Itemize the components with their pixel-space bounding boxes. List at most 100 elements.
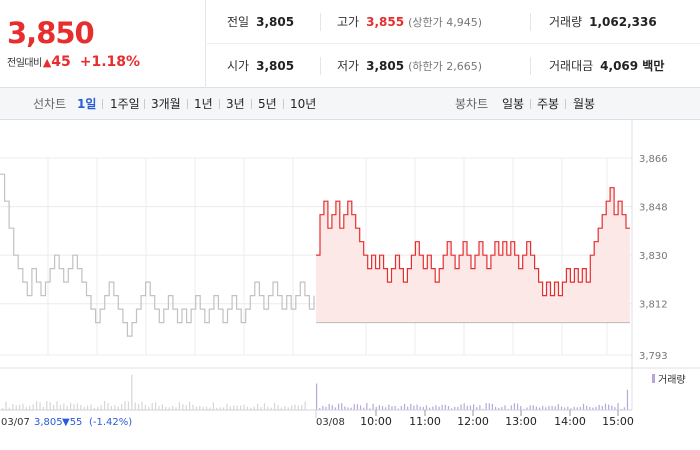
volume-bar <box>172 405 174 410</box>
volume-bar <box>202 406 204 410</box>
prev-day-change: ▼55 <box>62 417 82 428</box>
quote-info-grid: 전일 3,805 고가 3,855 (상한가 4,945) 거래량 1,062,336 … <box>207 0 700 88</box>
volume-bar <box>294 404 296 410</box>
volume-bar <box>460 404 462 410</box>
volume-bar <box>93 407 95 410</box>
prev-close: 전일 3,805 <box>227 0 294 44</box>
volume-bar <box>504 405 506 410</box>
volume-bar <box>236 405 238 410</box>
volume-bar <box>134 402 136 410</box>
volume-bar <box>419 406 421 410</box>
volume-bar <box>185 405 187 410</box>
volume-bar <box>280 407 282 410</box>
volume-bar <box>526 407 528 410</box>
volume-bar <box>212 402 214 410</box>
tab-divider <box>102 99 103 109</box>
volume-bar <box>63 403 65 410</box>
tab-3month[interactable]: 3개월 <box>151 97 181 111</box>
volume-bar <box>494 406 497 410</box>
volume-bar <box>168 407 170 410</box>
x-tick-label: 11:00 <box>409 415 441 428</box>
volume-bar <box>331 405 333 410</box>
tab-3year[interactable]: 3년 <box>226 97 245 111</box>
prev-day-date: 03/07 <box>1 417 30 428</box>
change-row: 전일대비▲45 +1.18% <box>7 54 140 70</box>
volume-bar <box>243 404 245 410</box>
low-price: 저가 3,805 (하한가 2,665) <box>337 44 482 88</box>
volume-bar <box>347 407 349 410</box>
volume-bar <box>114 405 116 410</box>
volume-bar <box>498 407 500 410</box>
volume-bar <box>209 407 211 410</box>
tab-1week[interactable]: 1주일 <box>110 97 140 111</box>
prev-close-value: 3,805 <box>256 15 295 29</box>
volume-bar <box>59 404 61 410</box>
open-price: 시가 3,805 <box>227 44 294 88</box>
volume-bar <box>501 407 503 410</box>
volume-bar <box>532 405 534 410</box>
volume-bar <box>155 402 157 410</box>
volume-bar <box>304 401 306 410</box>
volume-bar <box>127 401 129 410</box>
volume-bar <box>100 405 102 410</box>
amount-label: 거래대금 <box>549 59 594 73</box>
tab-daily-candle[interactable]: 일봉 <box>502 97 525 111</box>
volume-bar <box>328 403 330 410</box>
volume-bar <box>270 407 272 410</box>
volume-bar <box>454 406 456 410</box>
volume-bar <box>192 404 194 410</box>
tab-divider <box>187 99 188 109</box>
volume-bar <box>479 405 481 410</box>
tab-10year[interactable]: 10년 <box>290 97 317 111</box>
volume-bar <box>319 407 321 410</box>
lower-limit: (하한가 2,665) <box>408 60 482 73</box>
tab-1year[interactable]: 1년 <box>194 97 213 111</box>
y-tick-label: 3,866 <box>639 154 668 165</box>
tab-weekly-candle[interactable]: 주봉 <box>537 97 560 111</box>
volume-bar <box>557 404 559 410</box>
divider <box>530 13 531 31</box>
today-price-line <box>316 187 630 297</box>
volume-bar <box>226 403 228 410</box>
y-tick-label: 3,830 <box>639 251 668 262</box>
volume-bar <box>70 402 72 410</box>
volume-bar <box>391 406 393 410</box>
volume-bar <box>274 402 276 410</box>
volume-bar <box>36 401 38 410</box>
volume-bar <box>250 407 252 410</box>
volume-bar <box>53 404 55 410</box>
volume-bar <box>469 405 472 410</box>
volume-bar <box>178 402 180 410</box>
volume-bar <box>344 406 346 410</box>
volume-bar <box>233 405 235 410</box>
volume-bar <box>451 408 453 410</box>
tab-divider <box>219 99 220 109</box>
volume-bar <box>32 404 34 410</box>
volume-bar <box>463 403 465 410</box>
open-label: 시가 <box>227 59 250 73</box>
volume-bar <box>29 405 31 410</box>
prev-day-change-rate: (-1.42%) <box>89 417 132 428</box>
volume-bar <box>8 407 10 410</box>
tab-1day[interactable]: 1일 <box>77 97 97 111</box>
volume-bar <box>567 406 569 410</box>
volume-bar <box>447 406 450 410</box>
volume-bar <box>614 407 616 410</box>
high-value: 3,855 <box>366 15 405 29</box>
volume-bar <box>457 406 459 410</box>
candle-chart-label: 봉차트 <box>455 97 489 111</box>
change-label: 전일대비 <box>7 58 42 69</box>
volume-bar <box>438 406 440 410</box>
up-triangle-icon: ▲ <box>42 56 52 69</box>
volume-bar <box>229 406 231 410</box>
volume-bar <box>400 406 402 410</box>
volume-bar <box>554 406 556 410</box>
volume-bar <box>617 403 619 410</box>
volume-bar <box>516 403 519 410</box>
volume-bar <box>520 406 522 410</box>
volume-bar <box>284 406 286 410</box>
y-tick-label: 3,848 <box>639 203 668 214</box>
tab-5year[interactable]: 5년 <box>258 97 277 111</box>
volume-bar <box>325 406 327 410</box>
tab-monthly-candle[interactable]: 월봉 <box>573 97 596 111</box>
